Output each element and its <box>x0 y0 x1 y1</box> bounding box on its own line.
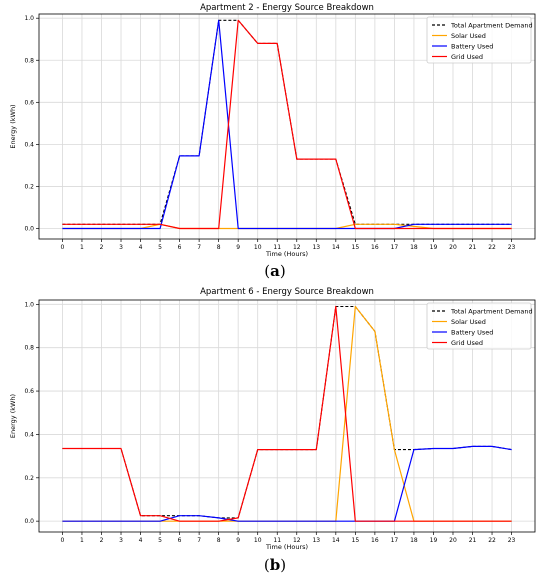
series-line-battery-used <box>62 19 512 230</box>
x-axis-label: Time (Hours) <box>265 250 308 258</box>
chart-title: Apartment 6 - Energy Source Breakdown <box>200 287 374 297</box>
x-tick-label: 13 <box>312 537 320 544</box>
x-tick-label: 0 <box>61 537 65 544</box>
plot-frame <box>38 299 536 533</box>
legend-label: Solar Used <box>451 318 486 326</box>
y-tick-label: 0.0 <box>24 225 34 232</box>
y-tick-label: 0.6 <box>24 388 34 395</box>
legend-label: Solar Used <box>451 32 486 40</box>
x-tick-label: 6 <box>178 244 182 251</box>
x-tick-label: 16 <box>371 537 379 544</box>
y-tick-label: 0.8 <box>24 345 34 352</box>
series-line-grid-used <box>62 305 512 522</box>
x-tick-label: 3 <box>119 244 123 251</box>
x-tick-label: 6 <box>178 537 182 544</box>
x-tick-label: 12 <box>293 537 301 544</box>
x-tick-label: 4 <box>139 244 143 251</box>
x-tick-label: 23 <box>508 537 516 544</box>
x-tick-label: 7 <box>197 244 201 251</box>
chart-panel-a: 0 1 2 3 4 5 6 7 8 9 10 11 12 13 14 15 16 17 18 19 20 21 22 230.… <box>9 3 536 258</box>
legend-label: Total Apartment Demand <box>450 21 533 29</box>
x-tick-label: 15 <box>352 244 360 251</box>
panel-a-caption: (a) <box>264 262 286 280</box>
chart-panel-b: 0 1 2 3 4 5 6 7 8 9 10 11 12 13 14 15 16 17 18 19 20 21 22 230.… <box>9 287 536 551</box>
x-tick-label: 1 <box>80 244 84 251</box>
x-tick-label: 23 <box>508 244 516 251</box>
x-tick-label: 20 <box>449 244 457 251</box>
x-tick-label: 4 <box>139 537 143 544</box>
y-tick-label: 0.2 <box>24 475 34 482</box>
x-tick-label: 10 <box>254 537 262 544</box>
x-tick-label: 22 <box>488 244 496 251</box>
y-tick-label: 0.8 <box>24 57 34 64</box>
y-axis-label: Energy (kWh) <box>9 104 17 148</box>
y-axis-label: Energy (kWh) <box>9 394 17 438</box>
legend-label: Grid Used <box>451 53 483 61</box>
x-tick-label: 5 <box>158 537 162 544</box>
legend-label: Total Apartment Demand <box>450 307 533 315</box>
panel-b-caption: (b) <box>263 556 287 574</box>
legend-label: Battery Used <box>451 328 493 336</box>
series-line-battery-used <box>62 445 512 522</box>
x-tick-label: 9 <box>236 537 240 544</box>
x-tick-label: 9 <box>236 244 240 251</box>
x-tick-label: 17 <box>391 537 399 544</box>
x-tick-label: 12 <box>293 244 301 251</box>
x-tick-label: 2 <box>100 244 104 251</box>
x-tick-label: 8 <box>217 537 221 544</box>
x-tick-label: 17 <box>391 244 399 251</box>
x-tick-label: 18 <box>410 244 418 251</box>
legend: Total Apartment Demand Solar Used Battery … <box>426 16 533 64</box>
x-axis-label: Time (Hours) <box>265 543 308 551</box>
x-tick-label: 14 <box>332 244 340 251</box>
x-tick-label: 14 <box>332 537 340 544</box>
x-tick-label: 1 <box>80 537 84 544</box>
y-tick-label: 0.6 <box>24 99 34 106</box>
y-tick-label: 0.4 <box>24 141 34 148</box>
x-tick-label: 0 <box>61 244 65 251</box>
x-tick-label: 22 <box>488 537 496 544</box>
x-tick-label: 20 <box>449 537 457 544</box>
x-tick-label: 21 <box>469 537 477 544</box>
x-tick-label: 11 <box>273 244 281 251</box>
x-tick-label: 19 <box>430 537 438 544</box>
series-line-grid-used <box>62 19 512 230</box>
plot-frame <box>38 13 536 240</box>
series-line-solar-used <box>62 223 512 230</box>
x-tick-label: 5 <box>158 244 162 251</box>
x-tick-label: 19 <box>430 244 438 251</box>
legend-label: Battery Used <box>451 42 493 50</box>
legend: Total Apartment Demand Solar Used Battery … <box>426 302 533 350</box>
x-tick-label: 11 <box>273 537 281 544</box>
chart-title: Apartment 2 - Energy Source Breakdown <box>200 3 374 13</box>
x-tick-label: 16 <box>371 244 379 251</box>
y-tick-label: 1.0 <box>24 15 34 22</box>
y-tick-label: 0.4 <box>24 431 34 438</box>
legend-box <box>426 302 532 350</box>
x-tick-label: 8 <box>217 244 221 251</box>
x-tick-label: 2 <box>100 537 104 544</box>
x-tick-label: 3 <box>119 537 123 544</box>
y-tick-label: 0.2 <box>24 183 34 190</box>
x-tick-label: 13 <box>312 244 320 251</box>
x-tick-label: 15 <box>352 537 360 544</box>
x-tick-label: 10 <box>254 244 262 251</box>
x-tick-label: 18 <box>410 537 418 544</box>
legend-label: Grid Used <box>451 339 483 347</box>
y-tick-label: 1.0 <box>24 301 34 308</box>
legend-box <box>426 16 532 64</box>
x-tick-label: 7 <box>197 537 201 544</box>
x-tick-label: 21 <box>469 244 477 251</box>
y-tick-label: 0.0 <box>24 518 34 525</box>
